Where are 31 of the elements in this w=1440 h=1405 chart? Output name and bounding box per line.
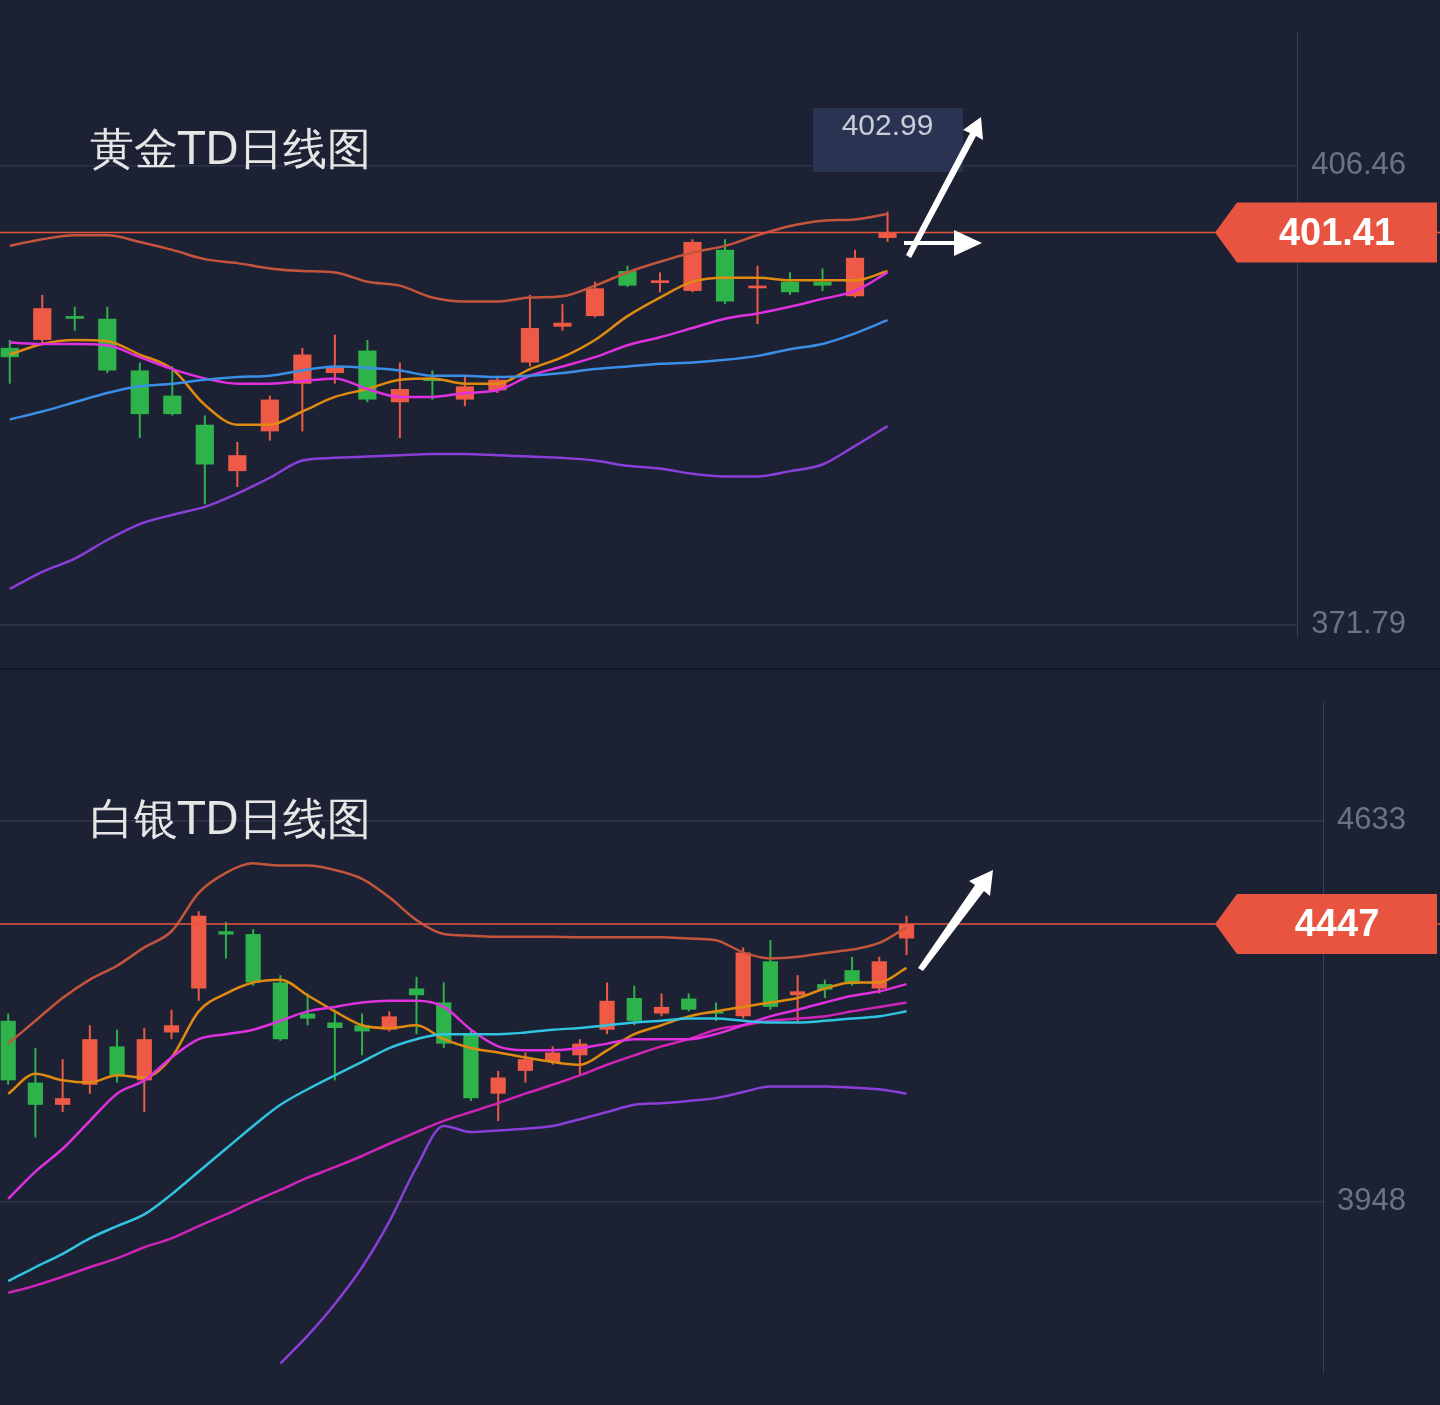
candlestick <box>163 1008 180 1041</box>
candlestick <box>626 984 642 1027</box>
candlestick <box>553 303 572 332</box>
candlestick <box>780 271 800 296</box>
ref-line-label: 401.41 <box>1278 211 1396 253</box>
candlestick <box>653 992 670 1018</box>
candlestick <box>517 1051 534 1084</box>
line-series <box>6 966 908 1095</box>
candlestick <box>813 267 832 292</box>
candlestick <box>218 920 234 960</box>
y-tick-label: 371.79 <box>1311 605 1407 641</box>
candlestick <box>54 1058 71 1114</box>
candlestick <box>163 365 182 417</box>
text: 白银TD日线图 <box>90 793 371 845</box>
candlestick <box>65 305 84 332</box>
ref-line-label: 4447 <box>1294 902 1380 945</box>
candlestick <box>228 440 247 489</box>
line-series <box>6 982 908 1201</box>
line-series <box>279 1085 908 1365</box>
annotation: 402.99 <box>812 107 963 172</box>
line-series <box>8 212 889 303</box>
line-series <box>8 424 889 591</box>
y-tick-label: 4633 <box>1337 801 1407 837</box>
candlestick <box>650 271 670 294</box>
line-series <box>8 318 889 421</box>
text: 黄金TD日线图 <box>90 123 371 175</box>
candlestick <box>790 974 806 1024</box>
candlestick <box>490 1069 506 1122</box>
y-tick-label: 406.46 <box>1311 146 1407 182</box>
y-tick-label: 3948 <box>1337 1182 1407 1218</box>
candlestick <box>27 1047 44 1139</box>
